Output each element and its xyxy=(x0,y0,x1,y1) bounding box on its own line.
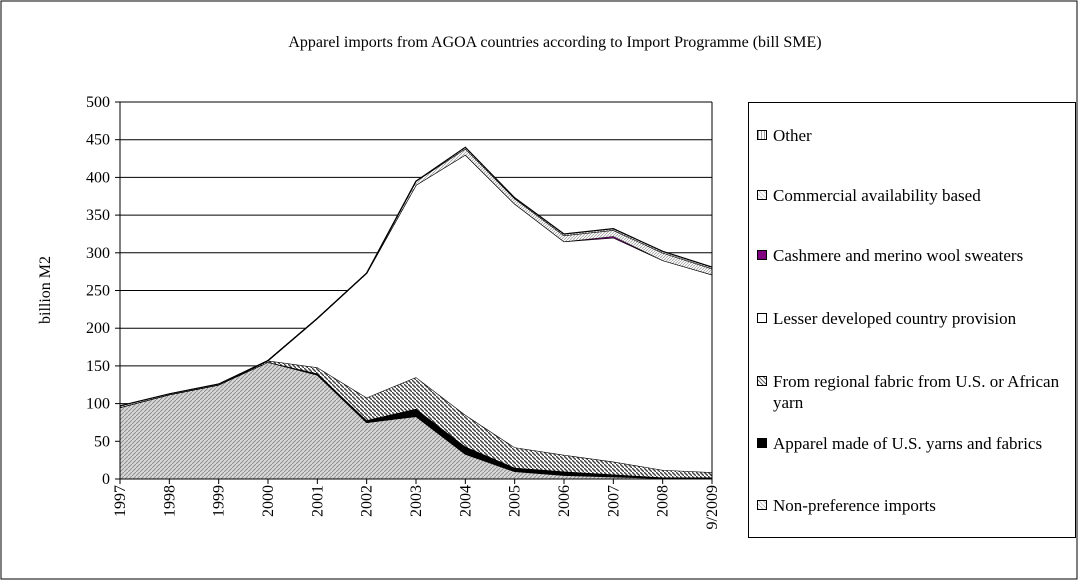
legend-label: Other xyxy=(773,126,812,145)
y-tick-label: 200 xyxy=(86,320,110,337)
x-tick-label: 1998 xyxy=(161,485,178,517)
x-tick-label: 9/2009 xyxy=(704,485,721,529)
x-tick-label: 2006 xyxy=(556,485,573,517)
legend-item: Other xyxy=(757,125,1078,146)
x-tick-label: 2005 xyxy=(507,485,524,517)
legend-swatch xyxy=(757,313,767,323)
legend-swatch xyxy=(757,130,767,140)
legend-label: Apparel made of U.S. yarns and fabrics xyxy=(773,434,1043,453)
x-tick-label: 2008 xyxy=(655,485,672,517)
legend-item: Commercial availability based xyxy=(757,185,1078,206)
legend-label: Non-preference imports xyxy=(773,496,936,515)
legend-swatch xyxy=(757,500,767,510)
y-tick-label: 0 xyxy=(102,471,110,488)
y-tick-label: 500 xyxy=(86,94,110,111)
legend-swatch xyxy=(757,438,767,448)
y-tick-label: 450 xyxy=(86,132,110,149)
legend-label: Commercial availability based xyxy=(773,186,981,205)
y-tick-label: 50 xyxy=(94,433,110,450)
legend: Other Commercial availability based Cashme… xyxy=(748,102,1076,538)
legend-swatch xyxy=(757,250,767,260)
x-tick-label: 2002 xyxy=(359,485,376,517)
legend-swatch xyxy=(757,190,767,200)
x-tick-label: 1999 xyxy=(211,485,228,517)
area-edge xyxy=(119,146,713,407)
legend-item: Cashmere and merino wool sweaters xyxy=(757,245,1078,266)
legend-label: From regional fabric from U.S. or Africa… xyxy=(773,372,1060,412)
area xyxy=(120,154,712,473)
area xyxy=(120,360,712,478)
legend-label: Lesser developed country provision xyxy=(773,309,1017,328)
y-tick-label: 400 xyxy=(86,169,110,186)
chart-title: Apparel imports from AGOA countries acco… xyxy=(288,34,821,51)
legend-swatch xyxy=(757,376,767,386)
x-tick-label: 2000 xyxy=(260,485,277,517)
y-tick-label: 300 xyxy=(86,245,110,262)
legend-label: Cashmere and merino wool sweaters xyxy=(773,246,1024,265)
y-tick-label: 350 xyxy=(86,207,110,224)
y-axis-label: billion M2 xyxy=(37,256,54,324)
legend-item: Non-preference imports xyxy=(757,495,1078,516)
y-tick-label: 100 xyxy=(86,396,110,413)
x-tick-label: 2001 xyxy=(309,485,326,517)
legend-item: Apparel made of U.S. yarns and fabrics xyxy=(757,433,1078,454)
legend-item: From regional fabric from U.S. or Africa… xyxy=(757,371,1078,413)
legend-item: Lesser developed country provision xyxy=(757,308,1078,329)
x-tick-label: 2003 xyxy=(408,485,425,517)
y-tick-label: 150 xyxy=(86,358,110,375)
area xyxy=(120,362,712,479)
y-tick-label: 250 xyxy=(86,283,110,300)
x-tick-label: 1997 xyxy=(112,485,129,517)
x-tick-label: 2007 xyxy=(605,485,622,517)
x-tick-label: 2004 xyxy=(457,485,474,517)
